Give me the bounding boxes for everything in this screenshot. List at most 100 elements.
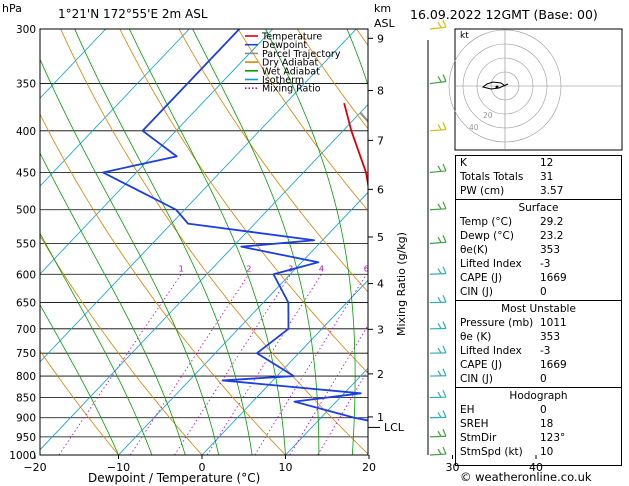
isotherm-line	[40, 103, 368, 451]
most-unstable-value: 1011	[540, 317, 567, 329]
surface-value: 1669	[540, 272, 567, 284]
credit-text: © weatheronline.co.uk	[460, 470, 592, 484]
height-tick-label: 5	[377, 231, 384, 244]
mixing-ratio-label: 4	[319, 264, 324, 273]
hodograph-ring	[490, 71, 520, 101]
legend-label: Dewpoint	[262, 40, 307, 51]
isotherm-line	[285, 367, 368, 455]
height-tick-label: 9	[377, 32, 384, 45]
wind-barb-feather	[442, 389, 447, 398]
x-axis-label: Dewpoint / Temperature (°C)	[88, 471, 261, 485]
hodograph-ring	[476, 57, 534, 115]
wind-barb-feather	[442, 295, 447, 303]
mixing-ratio-label: 10	[421, 264, 431, 273]
pressure-tick-label: 600	[16, 269, 36, 281]
hodograph-stat-value: 10	[540, 446, 554, 458]
height-tick-label: 1	[377, 411, 384, 424]
most-unstable-title: Most Unstable	[501, 303, 576, 315]
wind-barb-shaft	[429, 170, 447, 174]
indices-table: K 12 Totals Totals 31 PW (cm) 3.57	[456, 157, 621, 199]
hodograph-trace	[481, 81, 509, 90]
wind-barb-shaft	[429, 453, 447, 456]
hodograph-stat-label: EH	[460, 404, 475, 416]
wind-barb-feather	[437, 296, 442, 303]
legend-label: Wet Adiabat	[262, 66, 320, 77]
mixing-ratio-line	[254, 274, 367, 455]
most-unstable-label: CIN (J)	[460, 373, 493, 385]
hodograph-stat-row: EH 0	[456, 404, 621, 418]
index-row: K 12	[456, 157, 621, 171]
surface-value: 353	[540, 244, 561, 256]
index-value: 31	[540, 171, 554, 183]
surface-label: CIN (J)	[460, 286, 493, 298]
wind-barb-feather	[437, 347, 442, 354]
most-unstable-value: 0	[540, 373, 547, 385]
temperature-tick-label: 30	[446, 461, 460, 474]
wind-barb-feather	[437, 203, 442, 210]
hodograph-ring-label: 40	[469, 123, 479, 132]
height-tick-label: 4	[377, 278, 384, 291]
dry-adiabat-line	[119, 29, 368, 374]
surface-table: Temp (°C) 29.2 Dewp (°C) 23.2 θe(K) 353 Lifted…	[456, 216, 621, 300]
wind-barb-shaft	[429, 26, 447, 30]
plot-frame	[39, 28, 369, 456]
wind-barb-feather	[437, 430, 442, 437]
wind-barb-feather	[437, 370, 442, 377]
temperature-tick-label: −20	[23, 461, 46, 474]
pressure-tick-label: 1000	[9, 450, 36, 462]
pressure-tick-label: 800	[16, 371, 36, 383]
pressure-tick-label: 700	[16, 324, 36, 336]
hodograph-stat-label: StmDir	[460, 432, 497, 444]
surface-row: CAPE (J) 1669	[456, 272, 621, 286]
hodograph-stat-row: SREH 18	[456, 418, 621, 432]
wind-barb-shaft	[429, 435, 447, 438]
surface-value: -3	[540, 258, 551, 270]
wet-adiabat-line	[192, 29, 320, 455]
mixing-ratio-line	[130, 274, 250, 455]
wind-barb-feather	[437, 391, 442, 398]
surface-row: θe(K) 353	[456, 244, 621, 258]
mixing-ratio-label: 1	[179, 264, 184, 273]
index-label: PW (cm)	[460, 185, 505, 197]
wind-barb-feather	[442, 446, 447, 455]
wind-barb-feather	[442, 321, 447, 329]
mixing-ratio-line	[58, 274, 182, 455]
mixing-ratio-line	[317, 369, 368, 455]
pressure-tick-label: 850	[16, 392, 36, 404]
mixing-ratio-label: 6	[364, 264, 369, 273]
wind-barb-feather	[437, 165, 442, 172]
hodograph-stat-row: StmDir 123°	[456, 432, 621, 446]
hodograph-storm-motion	[495, 85, 499, 89]
most-unstable-label: θe (K)	[460, 331, 492, 343]
pressure-tick-label: 500	[16, 205, 36, 217]
index-label: K	[460, 157, 467, 169]
wind-barb-feather	[442, 266, 447, 274]
hodograph-ring	[448, 29, 562, 143]
wind-barb-feather	[442, 428, 447, 437]
most-unstable-row: Lifted Index -3	[456, 345, 621, 359]
legend-label: Mixing Ratio	[262, 84, 321, 95]
hodograph-stat-value: 0	[540, 404, 547, 416]
dry-adiabat-line	[178, 29, 368, 293]
axes: 3003504004505005506006507007508008509009…	[9, 24, 543, 474]
height-tick-label: 2	[377, 368, 384, 381]
hodograph-stat-label: SREH	[460, 418, 489, 430]
temperature-tick-label: 10	[279, 461, 293, 474]
wind-barb-feather	[442, 163, 447, 172]
wind-barb-feather	[437, 448, 442, 455]
index-row: Totals Totals 31	[456, 171, 621, 185]
wind-barb-feather	[442, 122, 447, 130]
surface-label: CAPE (J)	[460, 272, 503, 284]
pressure-unit-label: hPa	[2, 2, 22, 15]
hodograph-ring	[462, 43, 548, 129]
wind-barb-feather	[442, 368, 447, 376]
wind-barb-feather	[437, 124, 442, 130]
hodograph-stat-value: 18	[540, 418, 554, 430]
isotherm-line	[40, 29, 357, 363]
temperature-tick-label: 0	[199, 461, 206, 474]
profile-lines	[102, 29, 368, 422]
index-row: PW (cm) 3.57	[456, 185, 621, 199]
index-value: 12	[540, 157, 554, 169]
wind-barb-shaft	[429, 273, 447, 275]
